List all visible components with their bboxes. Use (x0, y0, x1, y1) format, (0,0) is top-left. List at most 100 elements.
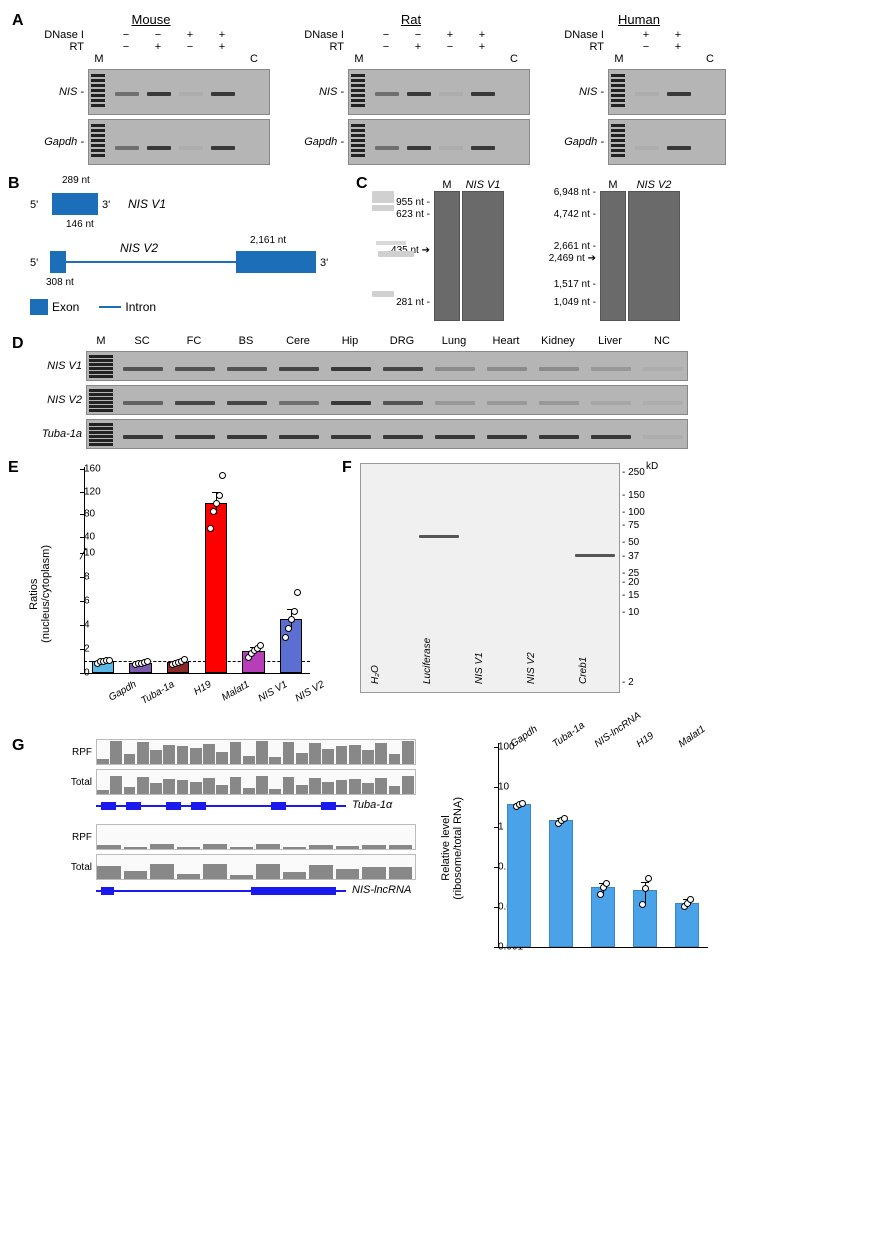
exon-icon (30, 299, 48, 315)
gel-strip (348, 119, 530, 165)
coverage-track (96, 824, 416, 850)
bar (675, 903, 698, 948)
data-point (603, 880, 610, 887)
five-prime: 5' (30, 199, 38, 211)
size-ladder: kD - 250- 150- 100- 75- 50- 37- 25- 20- … (620, 463, 662, 693)
nis-v2-schematic: 5' NIS V2 2,161 nt 3' 308 nt (30, 235, 342, 293)
northern-v1-lane (462, 191, 504, 321)
panel-g-tracks: RPFTotalTuba-1αRPFTotalNIS-lncRNA (56, 737, 416, 907)
data-point (213, 500, 220, 507)
data-point (645, 875, 652, 882)
gel-strip (348, 69, 530, 115)
gene-model (96, 800, 346, 812)
panel-a-human: Human DNase I ++ RT −+ MCNIS -Gapdh - (552, 12, 726, 165)
panel-e-label: E (8, 459, 19, 477)
v2-exon2-nt: 2,161 nt (250, 235, 286, 246)
lane-label: NIS V1 (474, 653, 485, 685)
v2-exon1-nt: 308 nt (46, 277, 74, 288)
v1-exon1-nt: 289 nt (62, 175, 90, 186)
exon-icon (52, 193, 80, 215)
bar-top-label: Tuba-1a (551, 721, 587, 751)
gene-name: NIS-lncRNA (346, 884, 416, 896)
exon-icon (50, 251, 66, 273)
intron-icon (99, 306, 121, 308)
panel-a: A Mouse DNase I −−++ RT −+−+ MCNIS -Gapd… (12, 12, 863, 165)
panel-f: F H₂OLuciferaseNIS V1NIS V2Creb1 kD - 25… (346, 463, 662, 693)
gel-strip (86, 419, 688, 449)
nis-v2-lane-label: NIS V2 (628, 179, 680, 191)
panel-a-mouse: Mouse DNase I −−++ RT −+−+ MCNIS -Gapdh … (32, 12, 270, 165)
species-human: Human (552, 12, 726, 27)
panel-d: D MSCFCBSCereHipDRGLungHeartKidneyLiverN… (12, 335, 863, 449)
coverage-track (96, 854, 416, 880)
data-point (257, 642, 264, 649)
marker-label: M (434, 179, 460, 191)
bar-top-label: H19 (635, 731, 656, 751)
data-point (106, 657, 113, 664)
panel-d-label: D (12, 335, 24, 352)
row-label: Tuba-1a (32, 428, 86, 440)
protein-gel: H₂O Luciferase NIS V1 NIS V2 Creb1 (360, 463, 620, 693)
lane-label: Luciferase (422, 638, 433, 684)
panel-c-label: C (356, 175, 368, 193)
gel-strip (608, 69, 726, 115)
gel-strip (88, 69, 270, 115)
panel-e-chart: 02468104080120160╱GapdhTuba-1aH19Malat1N… (56, 463, 316, 673)
legend-exon: Exon (52, 300, 79, 314)
panel-c: C 955 nt - 623 nt - 435 nt ➔ 281 nt - M (370, 179, 863, 321)
three-prime: 3' (320, 257, 328, 269)
gene-model (96, 885, 346, 897)
lane-label: Creb1 (578, 657, 589, 684)
track-label: Total (56, 862, 96, 873)
gene-label: NIS - (552, 86, 608, 98)
panel-b-legend: Exon Intron (30, 299, 342, 315)
panel-g-ylabel: Relative level(ribosome/total RNA) (440, 797, 464, 900)
data-point (285, 625, 292, 632)
data-point (294, 589, 301, 596)
panel-g-chart: 0.0010.010.1110100GapdhTuba-1aNIS-lncRNA… (464, 737, 714, 947)
panel-g: G RPFTotalTuba-1αRPFTotalNIS-lncRNA Rela… (12, 737, 863, 959)
gel-strip (88, 119, 270, 165)
data-point (291, 608, 298, 615)
v2-ladder-labels: 6,948 nt - 4,742 nt - 2,661 nt - 2,469 n… (538, 179, 596, 319)
gene-label: NIS - (292, 86, 348, 98)
row-label: NIS V1 (32, 360, 86, 372)
gel-strip (86, 385, 688, 415)
coverage-track (96, 769, 416, 795)
exon-icon (236, 251, 316, 273)
three-prime: 3' (102, 199, 110, 211)
track-label: RPF (56, 832, 96, 843)
track-label: Total (56, 777, 96, 788)
row-label: NIS V2 (32, 394, 86, 406)
v1-exon2-nt: 146 nt (66, 219, 94, 230)
nis-v1-lane-label: NIS V1 (462, 179, 504, 191)
bar (507, 804, 530, 947)
species-rat: Rat (292, 12, 530, 27)
panel-a-rat: Rat DNase I −−++ RT −+−+ MCNIS -Gapdh - (292, 12, 530, 165)
lane-label: NIS V2 (526, 653, 537, 685)
panel-a-label: A (12, 12, 24, 29)
marker-label: M (600, 179, 626, 191)
lane-label: H₂O (370, 666, 381, 685)
protein-band (575, 554, 615, 557)
gel-strip (86, 351, 688, 381)
nis-v1-name: NIS V1 (128, 197, 166, 211)
track-label: RPF (56, 747, 96, 758)
size-unit: kD (646, 461, 658, 472)
exon-icon (80, 193, 98, 215)
gene-label: Gapdh - (32, 136, 88, 148)
panel-f-label: F (342, 459, 352, 477)
panel-e-ylabel: Ratios(nucleus/cytoplasm) (28, 545, 52, 643)
gel-strip (608, 119, 726, 165)
intron-line (66, 261, 236, 263)
northern-marker-lane (600, 191, 626, 321)
nis-v1-schematic: 289 nt 5' 3' 146 nt NIS V1 (30, 179, 342, 229)
species-mouse: Mouse (32, 12, 270, 27)
legend-intron: Intron (125, 300, 156, 314)
panel-b-label: B (8, 175, 20, 193)
panel-e: E Ratios(nucleus/cytoplasm) 024681040801… (12, 463, 316, 723)
five-prime: 5' (30, 257, 38, 269)
data-point (216, 492, 223, 499)
panel-g-label: G (12, 737, 24, 754)
panel-b: B 289 nt 5' 3' 146 nt NIS V1 5' NIS V2 2… (12, 179, 342, 315)
